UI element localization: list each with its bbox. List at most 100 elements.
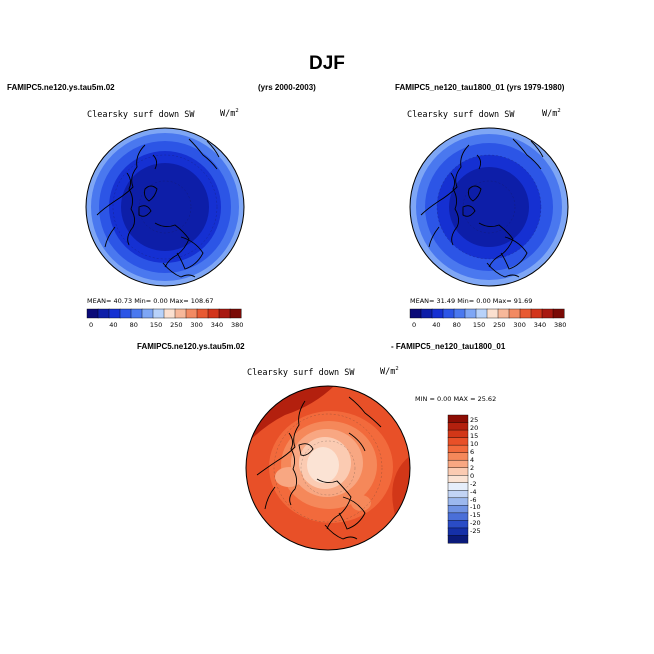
diff-polar-map xyxy=(245,385,411,551)
colorbar-swatch xyxy=(447,520,469,529)
colorbar-swatch xyxy=(447,490,469,499)
diff-panel-variable: Clearsky surf down SW xyxy=(247,368,355,378)
colorbar-swatch xyxy=(97,308,110,319)
right-panel-units: W/m2 xyxy=(542,108,561,119)
colorbar-swatch xyxy=(447,429,469,439)
right-panel-variable: Clearsky surf down SW xyxy=(407,110,515,120)
colorbar-swatch xyxy=(163,308,176,319)
colorbar-tick-label: -25 xyxy=(470,527,481,536)
right-case-name: FAMIPC5_ne120_tau1800_01 (yrs 1979-1980) xyxy=(395,83,565,92)
left-panel-stats: MEAN= 40.73 Min= 0.00 Max= 108.67 xyxy=(87,297,214,305)
colorbar-tick-label: 6 xyxy=(470,447,475,456)
left-coastlines xyxy=(96,138,220,278)
figure-title: DJF xyxy=(309,53,345,74)
colorbar-swatch xyxy=(108,308,121,319)
colorbar-tick-label: 40 xyxy=(432,321,441,329)
colorbar-swatch xyxy=(447,512,469,521)
colorbar-tick-label: 150 xyxy=(149,321,163,329)
colorbar-swatch xyxy=(174,308,187,319)
colorbar-swatch xyxy=(447,527,469,536)
colorbar-tick-label: 2 xyxy=(470,463,475,472)
colorbar-swatch xyxy=(453,308,466,319)
colorbar-swatch xyxy=(541,308,554,319)
diff-panel-stats: MIN = 0.00 MAX = 25.62 xyxy=(415,395,497,403)
colorbar-swatch xyxy=(218,308,231,319)
colorbar-swatch xyxy=(431,308,444,319)
colorbar-swatch xyxy=(130,308,143,319)
colorbar-swatch xyxy=(447,444,469,454)
colorbar-tick-label: 20 xyxy=(470,423,479,432)
colorbar-tick-label: 4 xyxy=(470,455,475,464)
diff-colorbar xyxy=(447,414,469,544)
colorbar-swatch xyxy=(447,497,469,506)
colorbar-tick-label: -4 xyxy=(470,487,477,496)
colorbar-swatch xyxy=(447,535,469,544)
colorbar-swatch xyxy=(409,308,422,319)
left-years: (yrs 2000-2003) xyxy=(258,83,316,92)
colorbar-swatch xyxy=(447,482,469,491)
colorbar-tick-label: 150 xyxy=(472,321,486,329)
colorbar-swatch xyxy=(486,308,499,319)
right-panel-stats: MEAN= 31.49 Min= 0.00 Max= 91.69 xyxy=(410,297,533,305)
colorbar-tick-label: 15 xyxy=(470,431,479,440)
diff-panel-units: W/m2 xyxy=(380,366,399,377)
colorbar-swatch xyxy=(552,308,565,319)
colorbar-swatch xyxy=(447,475,469,484)
colorbar-tick-label: 25 xyxy=(470,416,479,424)
colorbar-swatch xyxy=(519,308,532,319)
diff-coastlines xyxy=(256,396,382,540)
colorbar-tick-label: -2 xyxy=(470,479,477,488)
colorbar-swatch xyxy=(497,308,510,319)
left-polar-map xyxy=(85,127,245,287)
colorbar-tick-label: 380 xyxy=(554,321,567,329)
right-polar-map xyxy=(409,127,569,287)
colorbar-tick-label: 340 xyxy=(533,321,547,329)
colorbar-tick-label: 340 xyxy=(210,321,224,329)
colorbar-tick-label: 10 xyxy=(470,439,479,448)
colorbar-tick-label: 40 xyxy=(109,321,118,329)
colorbar-swatch xyxy=(229,308,242,319)
colorbar-tick-label: -6 xyxy=(470,495,477,504)
colorbar-tick-label: 300 xyxy=(513,321,526,329)
colorbar-swatch xyxy=(447,437,469,446)
left-panel-variable: Clearsky surf down SW xyxy=(87,110,195,120)
colorbar-tick-label: 0 xyxy=(412,321,417,329)
colorbar-swatch xyxy=(447,422,469,431)
colorbar-swatch xyxy=(447,459,469,469)
colorbar-swatch xyxy=(464,308,477,319)
colorbar-tick-label: -10 xyxy=(470,503,481,512)
colorbar-swatch xyxy=(141,308,154,319)
right-grid xyxy=(436,154,542,260)
colorbar-tick-label: 80 xyxy=(452,321,461,329)
colorbar-swatch xyxy=(196,308,209,319)
colorbar-swatch xyxy=(86,308,99,319)
diff-grid xyxy=(273,413,383,523)
right-colorbar xyxy=(409,308,565,319)
colorbar-swatch xyxy=(442,308,455,319)
left-grid xyxy=(112,154,218,260)
left-panel-units: W/m2 xyxy=(220,108,239,119)
diff-header-left: FAMIPC5.ne120.ys.tau5m.02 xyxy=(137,342,245,351)
colorbar-swatch xyxy=(475,308,488,319)
colorbar-swatch xyxy=(185,308,198,319)
colorbar-swatch xyxy=(447,467,469,476)
colorbar-tick-label: 380 xyxy=(231,321,244,329)
left-case-name: FAMIPC5.ne120.ys.tau5m.02 xyxy=(7,83,115,92)
colorbar-swatch xyxy=(119,308,132,319)
colorbar-tick-label: 0 xyxy=(470,471,475,480)
left-colorbar xyxy=(86,308,242,319)
colorbar-tick-label: 80 xyxy=(129,321,138,329)
colorbar-tick-label: 250 xyxy=(493,321,506,329)
colorbar-tick-label: -15 xyxy=(470,511,481,520)
colorbar-swatch xyxy=(447,452,469,461)
diff-header-right: - FAMIPC5_ne120_tau1800_01 xyxy=(391,342,506,351)
colorbar-swatch xyxy=(447,414,469,424)
colorbar-tick-label: 0 xyxy=(89,321,94,329)
colorbar-tick-label: 250 xyxy=(170,321,183,329)
colorbar-swatch xyxy=(207,308,220,319)
colorbar-swatch xyxy=(530,308,543,319)
colorbar-tick-label: 300 xyxy=(190,321,203,329)
colorbar-swatch xyxy=(508,308,521,319)
colorbar-tick-label: -20 xyxy=(470,519,481,528)
colorbar-swatch xyxy=(420,308,433,319)
